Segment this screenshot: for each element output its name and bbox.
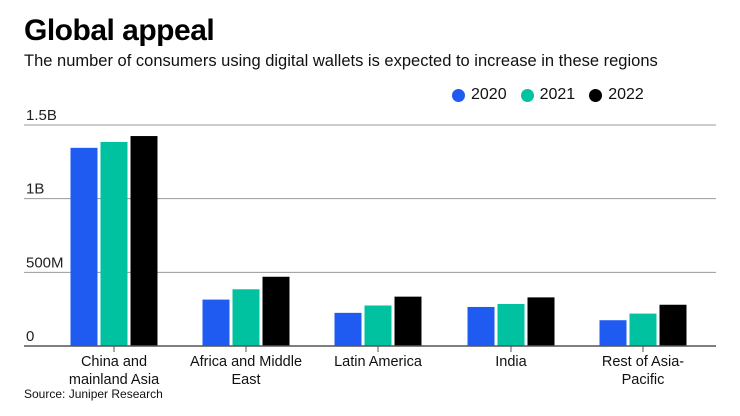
y-tick-label-2: 1B	[26, 181, 44, 198]
legend-label-2020: 2020	[471, 86, 507, 103]
chart-subtitle: The number of consumers using digital wa…	[24, 52, 658, 70]
bar-0-2022	[130, 136, 158, 346]
x-tick-label-line: East	[231, 372, 260, 388]
x-tick-label-line: mainland Asia	[69, 372, 160, 388]
legend-item-2021: 2021	[520, 86, 576, 104]
bar-3-2022	[527, 297, 555, 346]
x-tick-label-2: Latin America	[334, 354, 423, 370]
bar-3-2020	[467, 306, 495, 346]
y-tick-label-1: 500M	[26, 254, 64, 271]
bar-2-2022	[394, 296, 422, 346]
x-tick-label-line: Latin America	[334, 354, 423, 370]
legend-label-2021: 2021	[539, 86, 576, 103]
legend-swatch-2022	[589, 88, 603, 102]
bar-0-2021	[100, 141, 128, 346]
chart-title: Global appeal	[24, 14, 215, 47]
bar-0-2020	[70, 147, 98, 346]
bar-4-2021	[629, 313, 657, 346]
x-tick-label-line: Pacific	[622, 372, 665, 388]
y-tick-label-3: 1.5B	[26, 107, 57, 124]
bar-1-2021	[232, 289, 260, 346]
bar-4-2020	[599, 320, 627, 346]
y-tick-label-0: 0	[26, 328, 34, 345]
legend-item-2020: 2020	[452, 86, 507, 104]
legend-item-2022: 2022	[589, 86, 644, 104]
source-note: Source: Juniper Research	[24, 387, 163, 401]
bar-3-2021	[497, 304, 525, 346]
x-tick-label-4: Rest of Asia- Pacific	[602, 354, 684, 388]
x-tick-label-0: China and mainland Asia	[69, 354, 160, 388]
x-tick-label-line: Africa and Middle	[190, 354, 302, 370]
bar-2-2020	[334, 312, 362, 346]
bar-1-2022	[262, 276, 290, 346]
x-tick-label-1: Africa and Middle East	[190, 354, 302, 388]
bar-2-2021	[364, 305, 392, 346]
bar-1-2020	[202, 299, 230, 346]
legend-label-2022: 2022	[608, 86, 644, 103]
x-tick-label-line: China and	[81, 354, 147, 370]
x-tick-label-3: India	[495, 354, 527, 370]
legend-swatch-2021	[520, 88, 534, 102]
legend: 2020 2021 2022	[452, 86, 658, 104]
legend-swatch-2020	[452, 88, 465, 102]
x-tick-label-line: Rest of Asia-	[602, 354, 684, 370]
bar-4-2022	[659, 304, 687, 346]
x-tick-label-line: India	[495, 354, 527, 370]
